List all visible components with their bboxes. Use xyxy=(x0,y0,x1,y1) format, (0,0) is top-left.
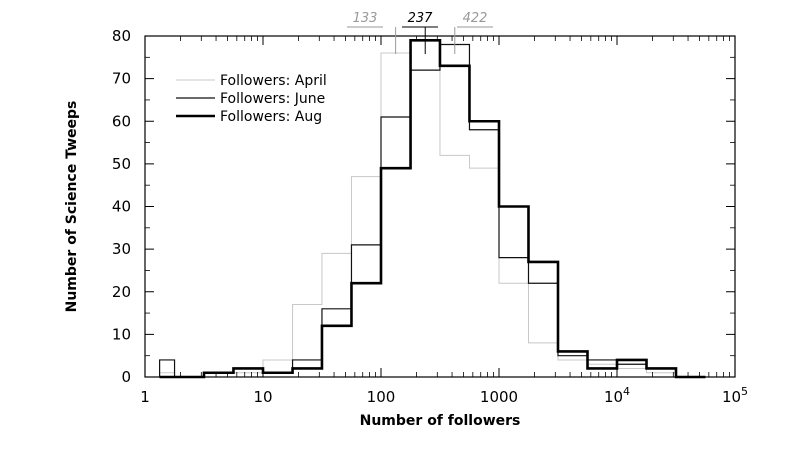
median-label: 422 xyxy=(463,11,488,26)
median-label: 133 xyxy=(353,11,378,26)
legend-label-1: Followers: April xyxy=(220,73,327,89)
legend: Followers: April Followers: June Followers… xyxy=(176,73,327,125)
y-tick-label: 0 xyxy=(121,368,131,386)
x-tick-label: 1 xyxy=(140,388,150,406)
legend-label-3: Followers: Aug xyxy=(220,109,322,125)
y-tick-label: 70 xyxy=(112,70,131,88)
y-tick-label: 10 xyxy=(112,325,131,343)
y-tick-label: 80 xyxy=(112,27,131,45)
y-tick-label: 60 xyxy=(112,112,131,130)
y-tick-label: 50 xyxy=(112,155,131,173)
x-tick-label: 100 xyxy=(367,388,396,406)
median-group: 133 237 422 xyxy=(347,11,493,54)
y-tick-label: 30 xyxy=(112,240,131,258)
x-tick-label: 10 xyxy=(253,388,272,406)
x-tick-label: 1000 xyxy=(480,388,518,406)
y-axis-title: Number of Science Tweeps xyxy=(64,101,80,313)
y-tick-label: 20 xyxy=(112,283,131,301)
x-tick-label: 104 xyxy=(604,385,630,406)
x-axis-title: Number of followers xyxy=(360,413,521,429)
legend-label-2: Followers: June xyxy=(220,91,325,107)
x-tick-label: 105 xyxy=(722,385,748,406)
y-tick-label: 40 xyxy=(112,198,131,216)
median-label: 237 xyxy=(408,11,434,26)
ticks-group: 1 10 100 1000 104 105 0 10 20 30 40 50 60 70 80 xyxy=(112,27,748,406)
